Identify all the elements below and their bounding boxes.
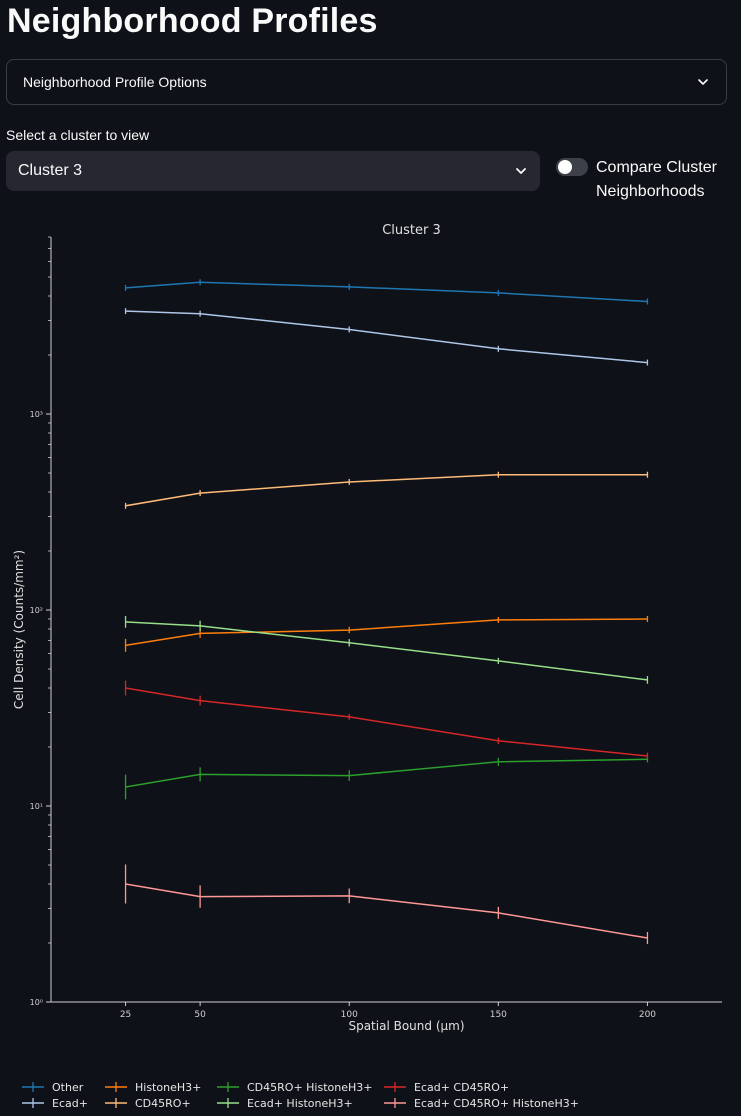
- legend-entry: Other: [22, 1081, 84, 1094]
- series-ecad-cd45ro-: [124, 680, 649, 760]
- compare-clusters-label: Compare Cluster Neighborhoods: [596, 159, 717, 200]
- cluster-select-value: Cluster 3: [18, 162, 83, 179]
- y-tick-label: 10³: [30, 410, 43, 419]
- series-line: [125, 473, 648, 507]
- legend-label: Ecad+ CD45RO+: [414, 1081, 509, 1094]
- legend-entry: CD45RO+: [105, 1097, 191, 1110]
- chart-title: Cluster 3: [382, 223, 441, 238]
- y-tick-label: 10²: [30, 606, 43, 615]
- x-tick-label: 150: [490, 1010, 507, 1020]
- legend-entry: Ecad+ CD45RO+ HistoneH3+: [384, 1097, 579, 1110]
- series-other: [124, 279, 649, 305]
- legend-label: Other: [52, 1081, 84, 1094]
- series-histoneh3-: [124, 615, 649, 652]
- series-line: [125, 621, 648, 681]
- cluster-select-label: Select a cluster to view: [6, 127, 150, 143]
- cluster-select[interactable]: Cluster 3: [6, 151, 540, 191]
- y-tick-label: 10¹: [30, 802, 43, 811]
- series-ecad-histoneh3-: [124, 615, 649, 684]
- legend-entry: HistoneH3+: [105, 1081, 201, 1094]
- legend-entry: Ecad+ HistoneH3+: [217, 1097, 353, 1110]
- chevron-down-icon: [698, 79, 708, 85]
- legend-label: Ecad+ CD45RO+ HistoneH3+: [414, 1097, 579, 1110]
- neighborhood-profile-chart: Cluster 3 10⁰ 10¹ 10² 10³ 25 50 100 150 200 Spatia…: [12, 223, 722, 1110]
- legend-label: CD45RO+: [135, 1097, 191, 1110]
- compare-clusters-toggle[interactable]: [556, 158, 588, 176]
- series-line: [125, 883, 648, 939]
- x-tick-label: 50: [194, 1010, 206, 1020]
- legend-entry: Ecad+: [22, 1097, 88, 1110]
- legend-label: CD45RO+ HistoneH3+: [247, 1081, 373, 1094]
- legend-label: Ecad+ HistoneH3+: [247, 1097, 353, 1110]
- series-ecad-cd45ro-histoneh3-: [124, 864, 649, 945]
- legend-label: Ecad+: [52, 1097, 88, 1110]
- neighborhood-options-expander[interactable]: Neighborhood Profile Options: [6, 59, 727, 105]
- x-tick-label: 200: [639, 1010, 656, 1020]
- y-tick-label: 10⁰: [30, 998, 43, 1007]
- x-tick-label: 25: [120, 1010, 131, 1020]
- page-title: Neighborhood Profiles: [7, 2, 378, 40]
- toggle-knob: [558, 160, 572, 174]
- chevron-down-icon: [516, 168, 526, 174]
- series-cd45ro-histoneh3-: [124, 756, 649, 800]
- legend-label: HistoneH3+: [135, 1081, 201, 1094]
- series-cd45ro-: [124, 471, 649, 509]
- legend-entry: CD45RO+ HistoneH3+: [217, 1081, 373, 1094]
- series-line: [125, 310, 648, 364]
- x-axis-label: Spatial Bound (µm): [348, 1019, 464, 1033]
- series-line: [125, 281, 648, 303]
- expander-label: Neighborhood Profile Options: [23, 74, 207, 90]
- series-line: [125, 687, 648, 757]
- series-line: [125, 618, 648, 647]
- x-tick-label: 100: [341, 1010, 358, 1020]
- y-axis-label: Cell Density (Counts/mm²): [12, 550, 26, 709]
- series-ecad-: [124, 308, 649, 366]
- legend-entry: Ecad+ CD45RO+: [384, 1081, 509, 1094]
- series-line: [125, 758, 648, 788]
